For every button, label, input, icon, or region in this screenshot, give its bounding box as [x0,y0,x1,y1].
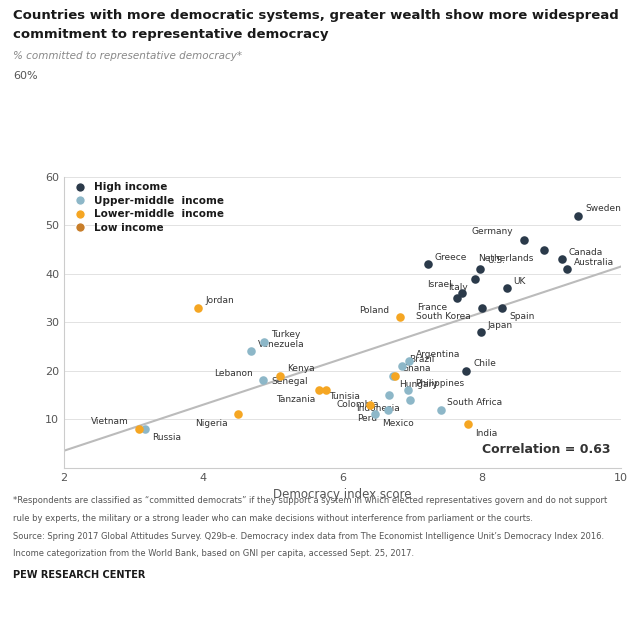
Text: Chile: Chile [473,360,496,368]
Point [258,375,268,386]
Text: Israel: Israel [427,281,452,289]
Text: *Respondents are classified as “committed democrats” if they support a system in: *Respondents are classified as “committe… [13,496,607,505]
Text: U.S.: U.S. [487,256,505,265]
Text: Turkey: Turkey [271,331,301,339]
Text: Vietnam: Vietnam [91,418,129,427]
Text: Canada: Canada [568,248,603,257]
Point [463,419,474,429]
Text: Venezuela: Venezuela [257,340,304,349]
Text: UK: UK [514,277,526,286]
X-axis label: Democracy index score: Democracy index score [273,488,412,501]
Text: PEW RESEARCH CENTER: PEW RESEARCH CENTER [13,571,145,580]
Point [259,337,269,347]
Point [140,424,150,434]
Text: Mexico: Mexico [382,419,414,428]
Text: Germany: Germany [472,227,514,236]
Text: Indonesia: Indonesia [356,404,399,413]
Point [403,385,413,395]
Point [233,410,243,420]
Text: 60%: 60% [13,71,37,81]
Text: France: France [417,303,447,312]
Point [245,346,255,356]
Text: Correlation = 0.63: Correlation = 0.63 [482,442,611,456]
Text: Lebanon: Lebanon [214,369,253,378]
Point [502,283,512,293]
Text: Jordan: Jordan [205,296,234,305]
Point [314,385,324,395]
Text: Spain: Spain [509,312,535,321]
Text: South Africa: South Africa [447,398,502,407]
Text: Philippines: Philippines [415,379,464,388]
Text: India: India [476,428,497,437]
Point [423,259,433,269]
Text: Nigeria: Nigeria [195,419,228,428]
Text: Sweden: Sweden [586,204,621,214]
Point [476,327,486,337]
Point [519,235,529,245]
Point [404,395,415,405]
Point [538,245,548,255]
Point [390,370,400,380]
Point [370,410,380,420]
Point [557,254,567,264]
Point [573,210,584,221]
Text: Ghana: Ghana [401,364,431,373]
Point [384,390,394,400]
Point [134,424,144,434]
Point [497,303,508,313]
Text: Russia: Russia [152,434,181,442]
Text: South Korea: South Korea [417,312,471,321]
Point [395,312,405,322]
Point [193,303,204,313]
Point [365,399,375,410]
Legend: High income, Upper-middle  income, Lower-middle  income, Low income: High income, Upper-middle income, Lower-… [69,182,224,233]
Text: Japan: Japan [488,320,513,330]
Text: Kenya: Kenya [287,364,315,373]
Text: Income categorization from the World Bank, based on GNI per capita, accessed Sep: Income categorization from the World Ban… [13,549,414,558]
Text: Tunisia: Tunisia [329,392,360,401]
Point [397,361,408,371]
Text: rule by experts, the military or a strong leader who can make decisions without : rule by experts, the military or a stron… [13,514,532,523]
Text: Senegal: Senegal [271,377,308,386]
Text: Hungary: Hungary [399,380,438,389]
Point [435,404,445,415]
Point [275,370,285,380]
Text: Peru: Peru [357,414,377,423]
Point [321,385,331,395]
Point [387,370,397,380]
Point [404,356,414,366]
Point [476,303,486,313]
Text: % committed to representative democracy*: % committed to representative democracy* [13,51,242,61]
Text: Brazil: Brazil [409,355,435,363]
Text: Netherlands: Netherlands [477,254,533,263]
Text: Source: Spring 2017 Global Attitudes Survey. Q29b-e. Democracy index data from T: Source: Spring 2017 Global Attitudes Sur… [13,532,604,540]
Point [470,274,480,284]
Point [561,264,572,274]
Point [452,293,462,303]
Text: Argentina: Argentina [416,349,461,359]
Text: Colombia: Colombia [336,399,379,408]
Point [457,288,467,298]
Point [383,404,393,415]
Text: Italy: Italy [448,283,468,292]
Text: Tanzania: Tanzania [276,395,316,404]
Text: Poland: Poland [360,306,390,315]
Text: Greece: Greece [435,253,467,262]
Point [461,366,472,376]
Text: commitment to representative democracy: commitment to representative democracy [13,28,328,42]
Point [475,264,485,274]
Text: Countries with more democratic systems, greater wealth show more widespread: Countries with more democratic systems, … [13,9,618,23]
Text: Australia: Australia [573,258,614,267]
